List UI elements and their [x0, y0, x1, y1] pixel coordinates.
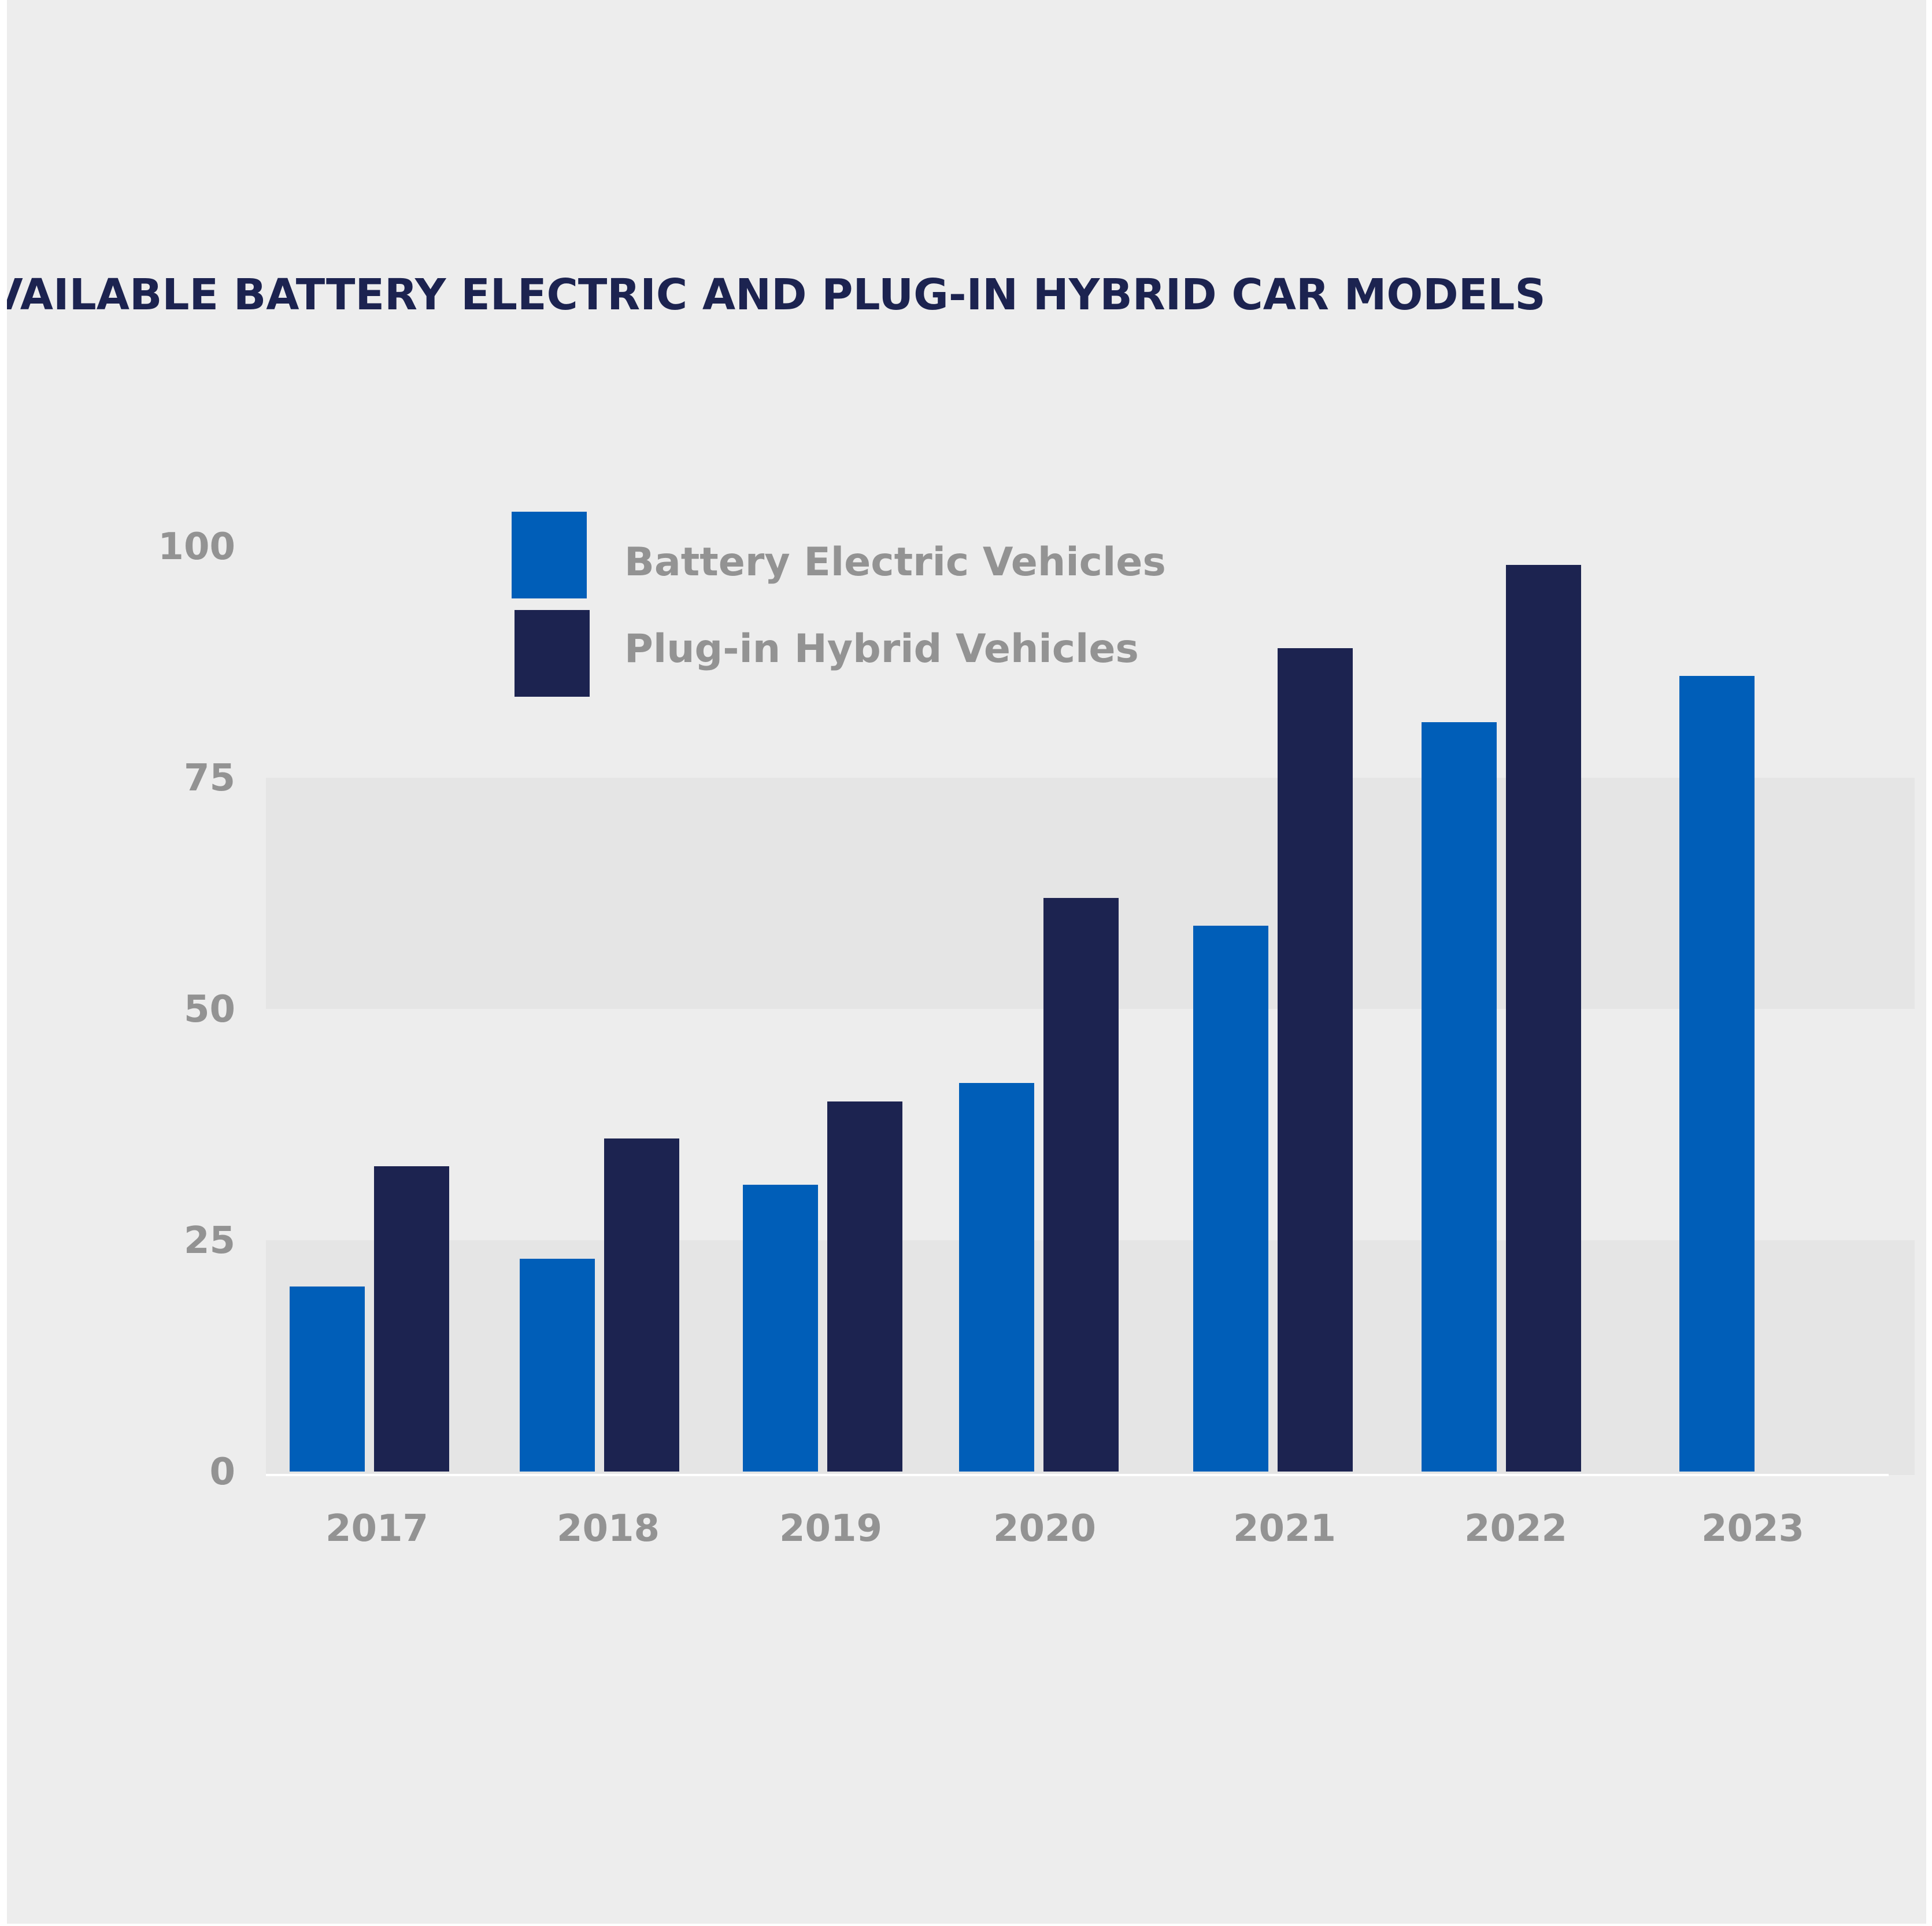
bar-chart: AVAILABLE BATTERY ELECTRIC AND PLUG-IN H…	[7, 270, 1915, 1550]
bar-bev-2022	[1422, 722, 1497, 1472]
bar-bev-2021	[1193, 926, 1268, 1472]
legend: Battery Electric Vehicles Plug-in Hybrid …	[512, 512, 1166, 697]
bar-bev-2019	[743, 1185, 818, 1472]
chart-title: AVAILABLE BATTERY ELECTRIC AND PLUG-IN H…	[7, 270, 1546, 320]
x-tick-label: 2017	[325, 1507, 428, 1550]
bar-phev-2019	[827, 1101, 902, 1472]
x-tick-label: 2021	[1233, 1507, 1336, 1550]
bar-phev-2020	[1043, 898, 1119, 1472]
bar-phev-2018	[604, 1138, 679, 1472]
bar-phev-2021	[1278, 648, 1353, 1472]
chart-panel: AVAILABLE BATTERY ELECTRIC AND PLUG-IN H…	[7, 0, 1926, 1924]
legend-swatch-bev	[512, 512, 587, 598]
x-tick-label: 2023	[1701, 1507, 1804, 1550]
x-tick-label: 2022	[1464, 1507, 1567, 1550]
x-tick-label: 2018	[557, 1507, 660, 1550]
y-tick-label: 0	[209, 1451, 235, 1494]
y-tick-label: 75	[184, 757, 235, 800]
legend-label-phev: Plug-in Hybrid Vehicles	[624, 626, 1139, 672]
x-tick-label: 2019	[779, 1507, 882, 1550]
legend-label-bev: Battery Electric Vehicles	[624, 539, 1166, 585]
bar-bev-2023	[1679, 676, 1755, 1472]
y-axis-ticks: 0 25 50 75 100	[158, 526, 235, 1494]
y-tick-label: 50	[184, 988, 235, 1031]
x-axis-ticks: 2017 2018 2019 2020 2021 2022 2023	[325, 1507, 1804, 1550]
bar-phev-2017	[374, 1166, 449, 1472]
bar-bev-2017	[290, 1287, 365, 1472]
y-tick-label: 100	[158, 526, 235, 568]
y-tick-label: 25	[184, 1219, 235, 1262]
legend-swatch-phev	[515, 610, 590, 697]
bar-bev-2020	[959, 1083, 1034, 1472]
bar-phev-2022	[1506, 565, 1581, 1472]
bars	[290, 565, 1755, 1472]
bar-bev-2018	[520, 1259, 595, 1472]
x-tick-label: 2020	[993, 1507, 1096, 1550]
